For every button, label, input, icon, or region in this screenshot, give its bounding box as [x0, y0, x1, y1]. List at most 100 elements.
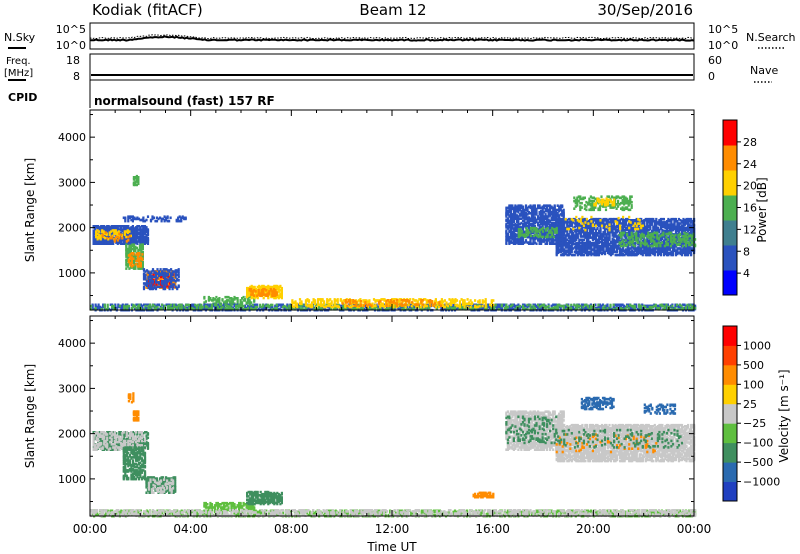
colorbar-swatch [723, 120, 737, 146]
power-panel-frame [89, 109, 695, 311]
freq-label: Freq. [6, 56, 31, 67]
nsky-tick-high: 10^5 [56, 23, 86, 36]
nsearch-tick-high: 10^5 [708, 23, 738, 36]
colorbar-swatch [723, 326, 737, 346]
heatmap-region [132, 410, 140, 422]
colorbar-tick-label: 500 [743, 359, 764, 372]
colorbar-tick-label: 25 [743, 398, 757, 411]
heatmap-region [127, 392, 135, 404]
ytick-label: 3000 [58, 176, 86, 189]
power-axis: 1000 2000 3000 4000 [58, 110, 695, 310]
beam-title: Beam 12 [359, 1, 426, 19]
xtick-label: 04:00 [173, 522, 208, 536]
heatmap-region [517, 226, 558, 239]
ytick-label: 3000 [58, 382, 86, 395]
heatmap-region [122, 215, 172, 223]
colorbar-swatch [723, 170, 737, 196]
heatmap-region [564, 215, 644, 232]
ytick-label: 4000 [58, 131, 86, 144]
colorbar-tick-label: 1000 [743, 339, 771, 352]
nsearch-tick-low: 10^0 [708, 39, 738, 52]
cpid-label: CPID [8, 91, 37, 104]
colorbar-swatch [723, 220, 737, 246]
colorbar-swatch [723, 195, 737, 221]
heatmap-region [472, 491, 495, 499]
nave-tick-high: 60 [708, 54, 722, 67]
nsearch-trace [89, 34, 695, 40]
time-axis: 00:00 04:00 08:00 12:00 16:00 20:00 00:00 [73, 522, 712, 536]
heatmap-region [142, 268, 180, 291]
power-colorbar: 4 8 12 16 20 24 28 [722, 119, 757, 296]
colorbar-swatch [723, 270, 737, 296]
colorbar-tick-label: 28 [743, 136, 757, 149]
power-colorbar-label: Power [dB] [755, 177, 769, 242]
colorbar-tick-label: 4 [743, 267, 750, 280]
xtick-label: 00:00 [677, 522, 712, 536]
heatmap-region [341, 299, 442, 307]
xtick-label: 00:00 [73, 522, 108, 536]
colorbar-swatch [723, 245, 737, 271]
velocity-ylabel: Slant Range [km] [23, 364, 37, 468]
heatmap-region [127, 252, 144, 268]
heatmap-region [132, 174, 140, 187]
freq-panel [89, 53, 695, 81]
ytick-label: 2000 [58, 222, 86, 235]
date-title: 30/Sep/2016 [597, 1, 693, 19]
colorbar-frame [722, 325, 738, 502]
cpid-text: normalsound (fast) 157 RF [94, 94, 275, 108]
nsearch-label: N.Search [746, 31, 796, 44]
colorbar-swatch [723, 462, 737, 482]
heatmap-region [618, 231, 697, 248]
heatmap-region [593, 197, 616, 207]
nsky-trace [90, 35, 695, 42]
colorbar-tick-label: 24 [743, 158, 757, 171]
freq-tick-low: 8 [73, 70, 80, 83]
power-heatmap [90, 174, 697, 312]
freq-tick-high: 18 [66, 54, 80, 67]
heatmap-region [643, 403, 677, 415]
velocity-colorbar-label: Velocity [m s⁻¹] [777, 369, 791, 462]
colorbar-swatch [723, 403, 737, 424]
time-axis-label: Time UT [366, 540, 417, 554]
heatmap-region [101, 231, 131, 243]
station-title: Kodiak (fitACF) [92, 1, 203, 19]
xtick-label: 16:00 [475, 522, 510, 536]
colorbar-swatch [723, 481, 737, 502]
heatmap-region [555, 428, 684, 449]
colorbar-tick-label: −25 [743, 417, 766, 430]
heatmap-region [147, 478, 175, 494]
xtick-label: 20:00 [576, 522, 611, 536]
ytick-label: 1000 [58, 267, 86, 280]
colorbar-tick-label: −100 [743, 437, 773, 450]
nave-label: Nave [750, 64, 778, 77]
heatmap-region [246, 490, 283, 506]
velocity-panel-frame [89, 315, 695, 517]
nave-tick-low: 0 [708, 70, 715, 83]
xtick-label: 12:00 [375, 522, 410, 536]
heatmap-region [248, 287, 278, 297]
colorbar-swatch [723, 442, 737, 463]
heatmap-region [580, 396, 615, 411]
velocity-heatmap [90, 392, 697, 518]
nsky-panel [89, 22, 695, 50]
colorbar-tick-label: 20 [743, 180, 757, 193]
heatmap-region [92, 431, 147, 451]
velocity-colorbar: 1000 500 100 25 −25 −100 −500 −1000 [722, 325, 780, 502]
colorbar-tick-label: 12 [743, 223, 757, 236]
colorbar-swatch [723, 384, 737, 405]
colorbar-tick-label: −1000 [743, 476, 780, 489]
colorbar-tick-label: −500 [743, 456, 773, 469]
colorbar-tick-label: 16 [743, 202, 757, 215]
velocity-axis: 1000 2000 3000 4000 [58, 316, 695, 516]
colorbar-swatch [723, 145, 737, 171]
power-ylabel: Slant Range [km] [23, 158, 37, 262]
heatmap-region [505, 415, 558, 445]
freq-unit: [MHz] [4, 68, 33, 79]
ytick-label: 1000 [58, 473, 86, 486]
colorbar-tick-label: 8 [743, 245, 750, 258]
heatmap-region [122, 446, 147, 481]
xtick-label: 08:00 [274, 522, 309, 536]
nsky-label: N.Sky [4, 31, 36, 44]
colorbar-swatch [723, 364, 737, 385]
